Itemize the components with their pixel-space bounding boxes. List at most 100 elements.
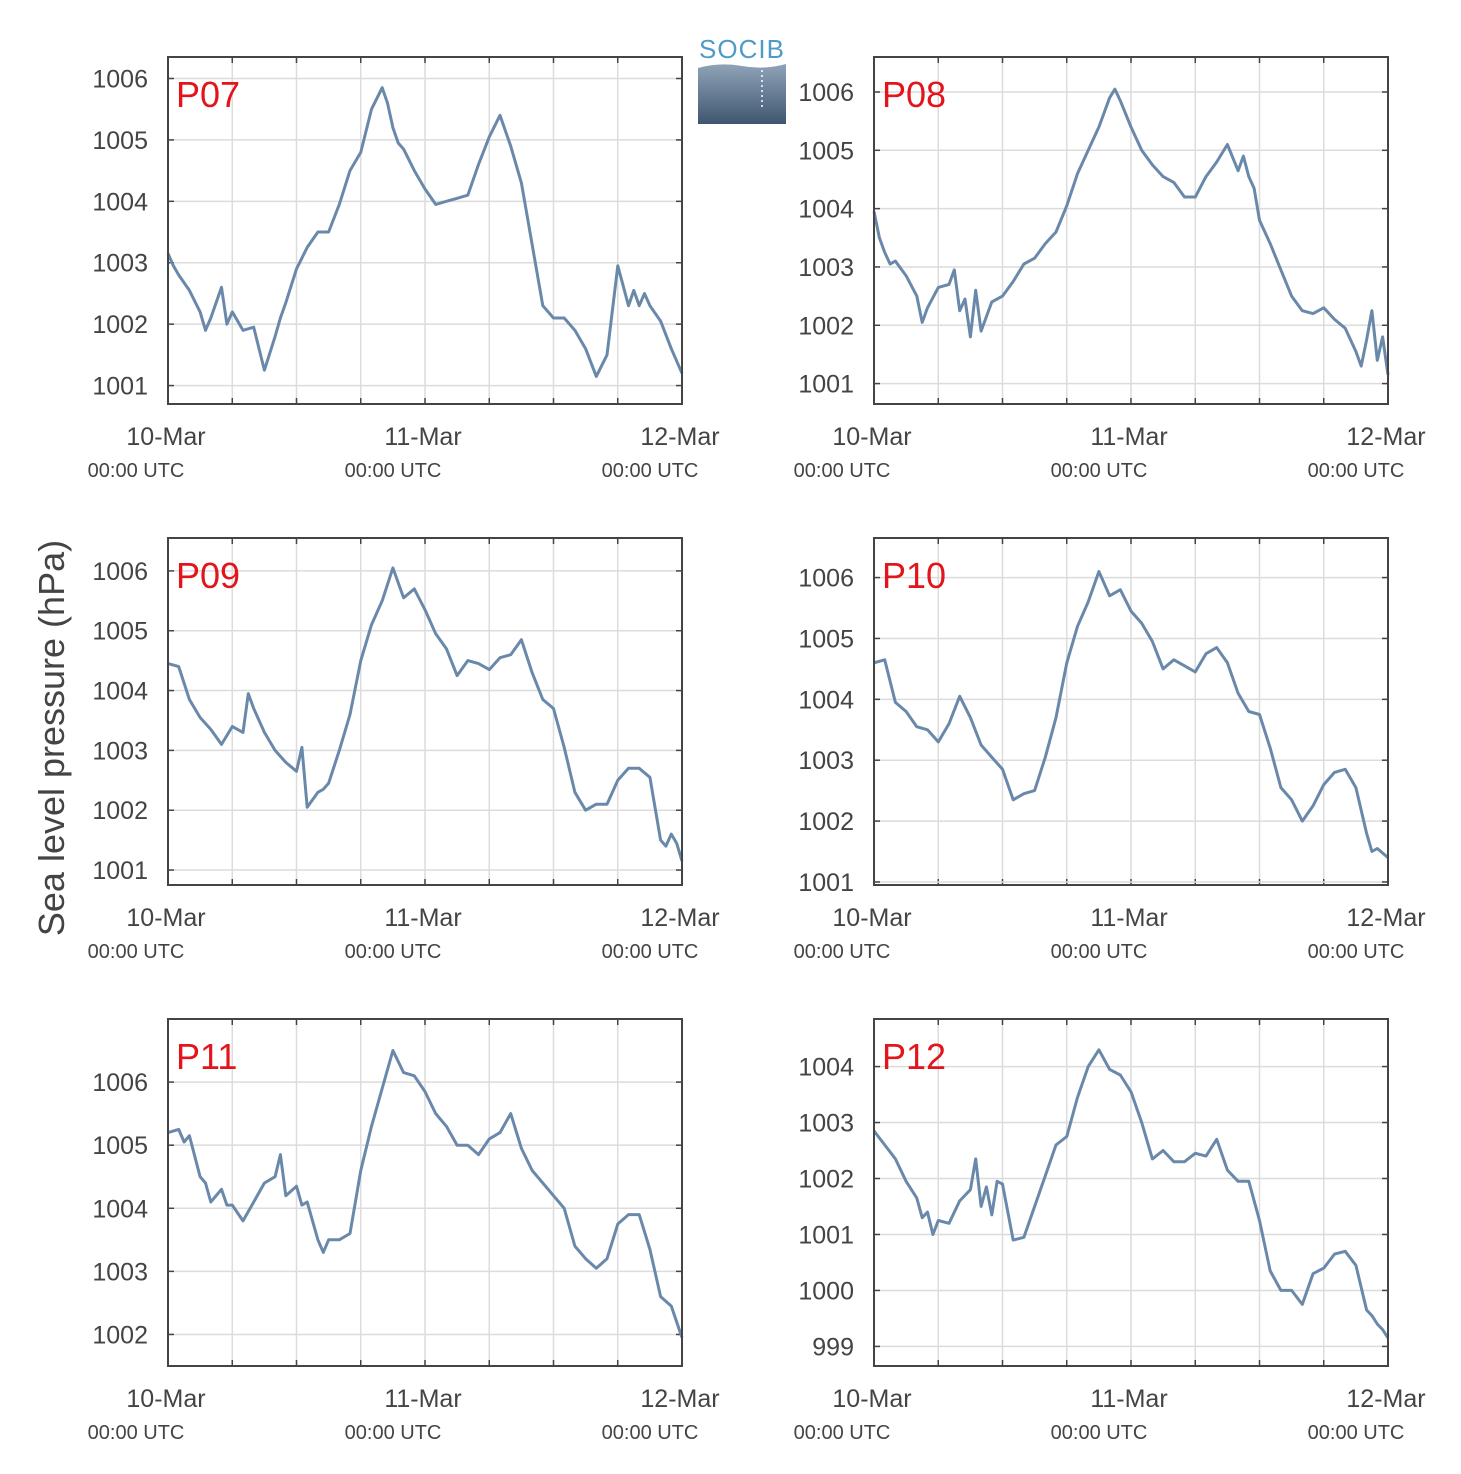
- x-tick-label: 10-Mar: [832, 423, 911, 451]
- x-tick-sublabel: 00:00 UTC: [345, 941, 442, 963]
- x-tick-label: 11-Mar: [1090, 904, 1167, 932]
- x-tick-label: 10-Mar: [832, 904, 911, 932]
- y-tick-label: 1005: [798, 137, 854, 165]
- chart-panel-p07: 1001 1002 1003 1004 1005 1006 10-Mar 00:00 UTC 1…: [88, 56, 720, 482]
- y-tick-label: 1004: [92, 1195, 148, 1223]
- x-tick-sublabel: 00:00 UTC: [88, 460, 185, 482]
- plot-frame: [873, 1018, 1389, 1367]
- chart-panel-p12: 999 1000 1001 1002 1003 1004 10-Mar 00:00 UTC 11…: [794, 1018, 1426, 1444]
- y-tick-label: 1002: [798, 312, 854, 340]
- y-tick-label: 1001: [798, 869, 854, 897]
- x-tick-sublabel: 00:00 UTC: [1051, 941, 1148, 963]
- series-line-p07: [166, 86, 684, 378]
- station-label: P12: [882, 1036, 946, 1077]
- x-tick-sublabel: 00:00 UTC: [1308, 941, 1405, 963]
- y-tick-label: 1003: [92, 1258, 148, 1286]
- plot-frame: [167, 537, 683, 886]
- chart-panel-p09: 1001 1002 1003 1004 1005 1006 10-Mar 00:00 UTC 1…: [88, 537, 720, 963]
- y-tick-label: 1003: [798, 747, 854, 775]
- chart-panel-p11: 1002 1003 1004 1005 1006 10-Mar 00:00 UTC 11-Ma…: [88, 1018, 720, 1444]
- station-label: P11: [176, 1036, 237, 1077]
- station-label: P07: [176, 74, 240, 115]
- x-tick-label: 12-Mar: [640, 1385, 719, 1413]
- y-tick-label: 1003: [92, 250, 148, 278]
- y-tick-label: 1001: [798, 1221, 854, 1249]
- y-tick-label: 1002: [92, 311, 148, 339]
- chart-panel-p10: 1001 1002 1003 1004 1005 1006 10-Mar 00:00 UTC 1…: [794, 537, 1426, 963]
- y-tick-label: 1006: [92, 65, 148, 93]
- y-tick-label: 1003: [798, 254, 854, 282]
- y-tick-label: 1006: [798, 565, 854, 593]
- x-tick-sublabel: 00:00 UTC: [794, 941, 891, 963]
- x-tick-label: 12-Mar: [640, 423, 719, 451]
- y-tick-label: 1006: [92, 558, 148, 586]
- y-tick-label: 1005: [92, 127, 148, 155]
- station-label: P08: [882, 74, 946, 115]
- y-tick-label: 1001: [798, 371, 854, 399]
- y-tick-label: 1002: [92, 797, 148, 825]
- x-tick-sublabel: 00:00 UTC: [602, 460, 699, 482]
- plot-frame: [873, 56, 1389, 405]
- x-tick-sublabel: 00:00 UTC: [602, 1422, 699, 1444]
- y-tick-label: 1003: [798, 1110, 854, 1138]
- plot-frame: [167, 1018, 683, 1367]
- x-tick-label: 10-Mar: [126, 1385, 205, 1413]
- x-tick-label: 12-Mar: [1346, 423, 1425, 451]
- y-tick-label: 1003: [92, 737, 148, 765]
- x-tick-label: 10-Mar: [126, 423, 205, 451]
- shared-y-axis-label: Sea level pressure (hPa): [31, 539, 72, 937]
- x-tick-sublabel: 00:00 UTC: [88, 1422, 185, 1444]
- y-tick-label: 1000: [798, 1277, 854, 1305]
- station-label: P10: [882, 555, 946, 596]
- series-line-p11: [167, 1049, 684, 1339]
- y-tick-label: 1005: [798, 625, 854, 653]
- socib-logo-text: SOCIB: [699, 34, 785, 64]
- y-tick-label: 1002: [798, 1166, 854, 1194]
- x-tick-sublabel: 00:00 UTC: [345, 1422, 442, 1444]
- x-tick-sublabel: 00:00 UTC: [1308, 460, 1405, 482]
- x-tick-label: 11-Mar: [384, 1385, 461, 1413]
- x-tick-label: 10-Mar: [832, 1385, 911, 1413]
- x-tick-label: 11-Mar: [384, 904, 461, 932]
- x-tick-sublabel: 00:00 UTC: [345, 460, 442, 482]
- x-tick-label: 11-Mar: [384, 423, 461, 451]
- chart-panel-p08: 1001 1002 1003 1004 1005 1006 10-Mar 00:00 UTC 1…: [794, 56, 1426, 482]
- x-tick-label: 12-Mar: [640, 904, 719, 932]
- series-line-p09: [167, 566, 684, 862]
- y-tick-label: 1004: [92, 188, 148, 216]
- y-tick-label: 1005: [92, 618, 148, 646]
- x-tick-label: 11-Mar: [1090, 423, 1167, 451]
- y-tick-label: 999: [812, 1333, 854, 1361]
- plot-frame: [873, 537, 1389, 886]
- socib-logo-emblem: [698, 64, 786, 124]
- y-tick-label: 1006: [92, 1069, 148, 1097]
- y-tick-label: 1004: [798, 686, 854, 714]
- y-tick-label: 1004: [798, 1054, 854, 1082]
- station-label: P09: [176, 555, 240, 596]
- x-tick-sublabel: 00:00 UTC: [794, 460, 891, 482]
- x-tick-label: 10-Mar: [126, 904, 205, 932]
- x-tick-sublabel: 00:00 UTC: [1308, 1422, 1405, 1444]
- socib-logo: SOCIB: [697, 34, 787, 124]
- y-tick-label: 1005: [92, 1132, 148, 1160]
- x-tick-sublabel: 00:00 UTC: [602, 941, 699, 963]
- series-line-p10: [873, 570, 1389, 859]
- y-tick-label: 1002: [92, 1321, 148, 1349]
- series-line-p08: [872, 87, 1390, 376]
- plot-frame: [167, 56, 683, 405]
- y-tick-label: 1006: [798, 79, 854, 107]
- x-tick-sublabel: 00:00 UTC: [1051, 460, 1148, 482]
- y-tick-label: 1004: [798, 196, 854, 224]
- x-tick-label: 12-Mar: [1346, 904, 1425, 932]
- y-tick-label: 1001: [92, 857, 148, 885]
- x-tick-label: 11-Mar: [1090, 1385, 1167, 1413]
- x-tick-sublabel: 00:00 UTC: [794, 1422, 891, 1444]
- series-line-p12: [872, 1048, 1390, 1339]
- x-tick-sublabel: 00:00 UTC: [1051, 1422, 1148, 1444]
- y-tick-label: 1002: [798, 808, 854, 836]
- y-tick-label: 1004: [92, 678, 148, 706]
- y-tick-label: 1001: [92, 373, 148, 401]
- x-tick-sublabel: 00:00 UTC: [88, 941, 185, 963]
- x-tick-label: 12-Mar: [1346, 1385, 1425, 1413]
